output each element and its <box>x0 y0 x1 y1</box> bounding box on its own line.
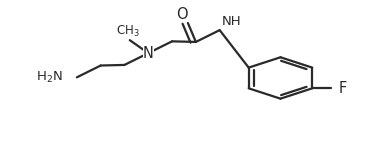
Text: O: O <box>176 7 188 22</box>
Text: H$_2$N: H$_2$N <box>36 70 63 85</box>
Text: N: N <box>143 46 154 61</box>
Text: CH$_3$: CH$_3$ <box>116 24 140 39</box>
Text: NH: NH <box>222 15 241 28</box>
Text: F: F <box>339 81 347 96</box>
